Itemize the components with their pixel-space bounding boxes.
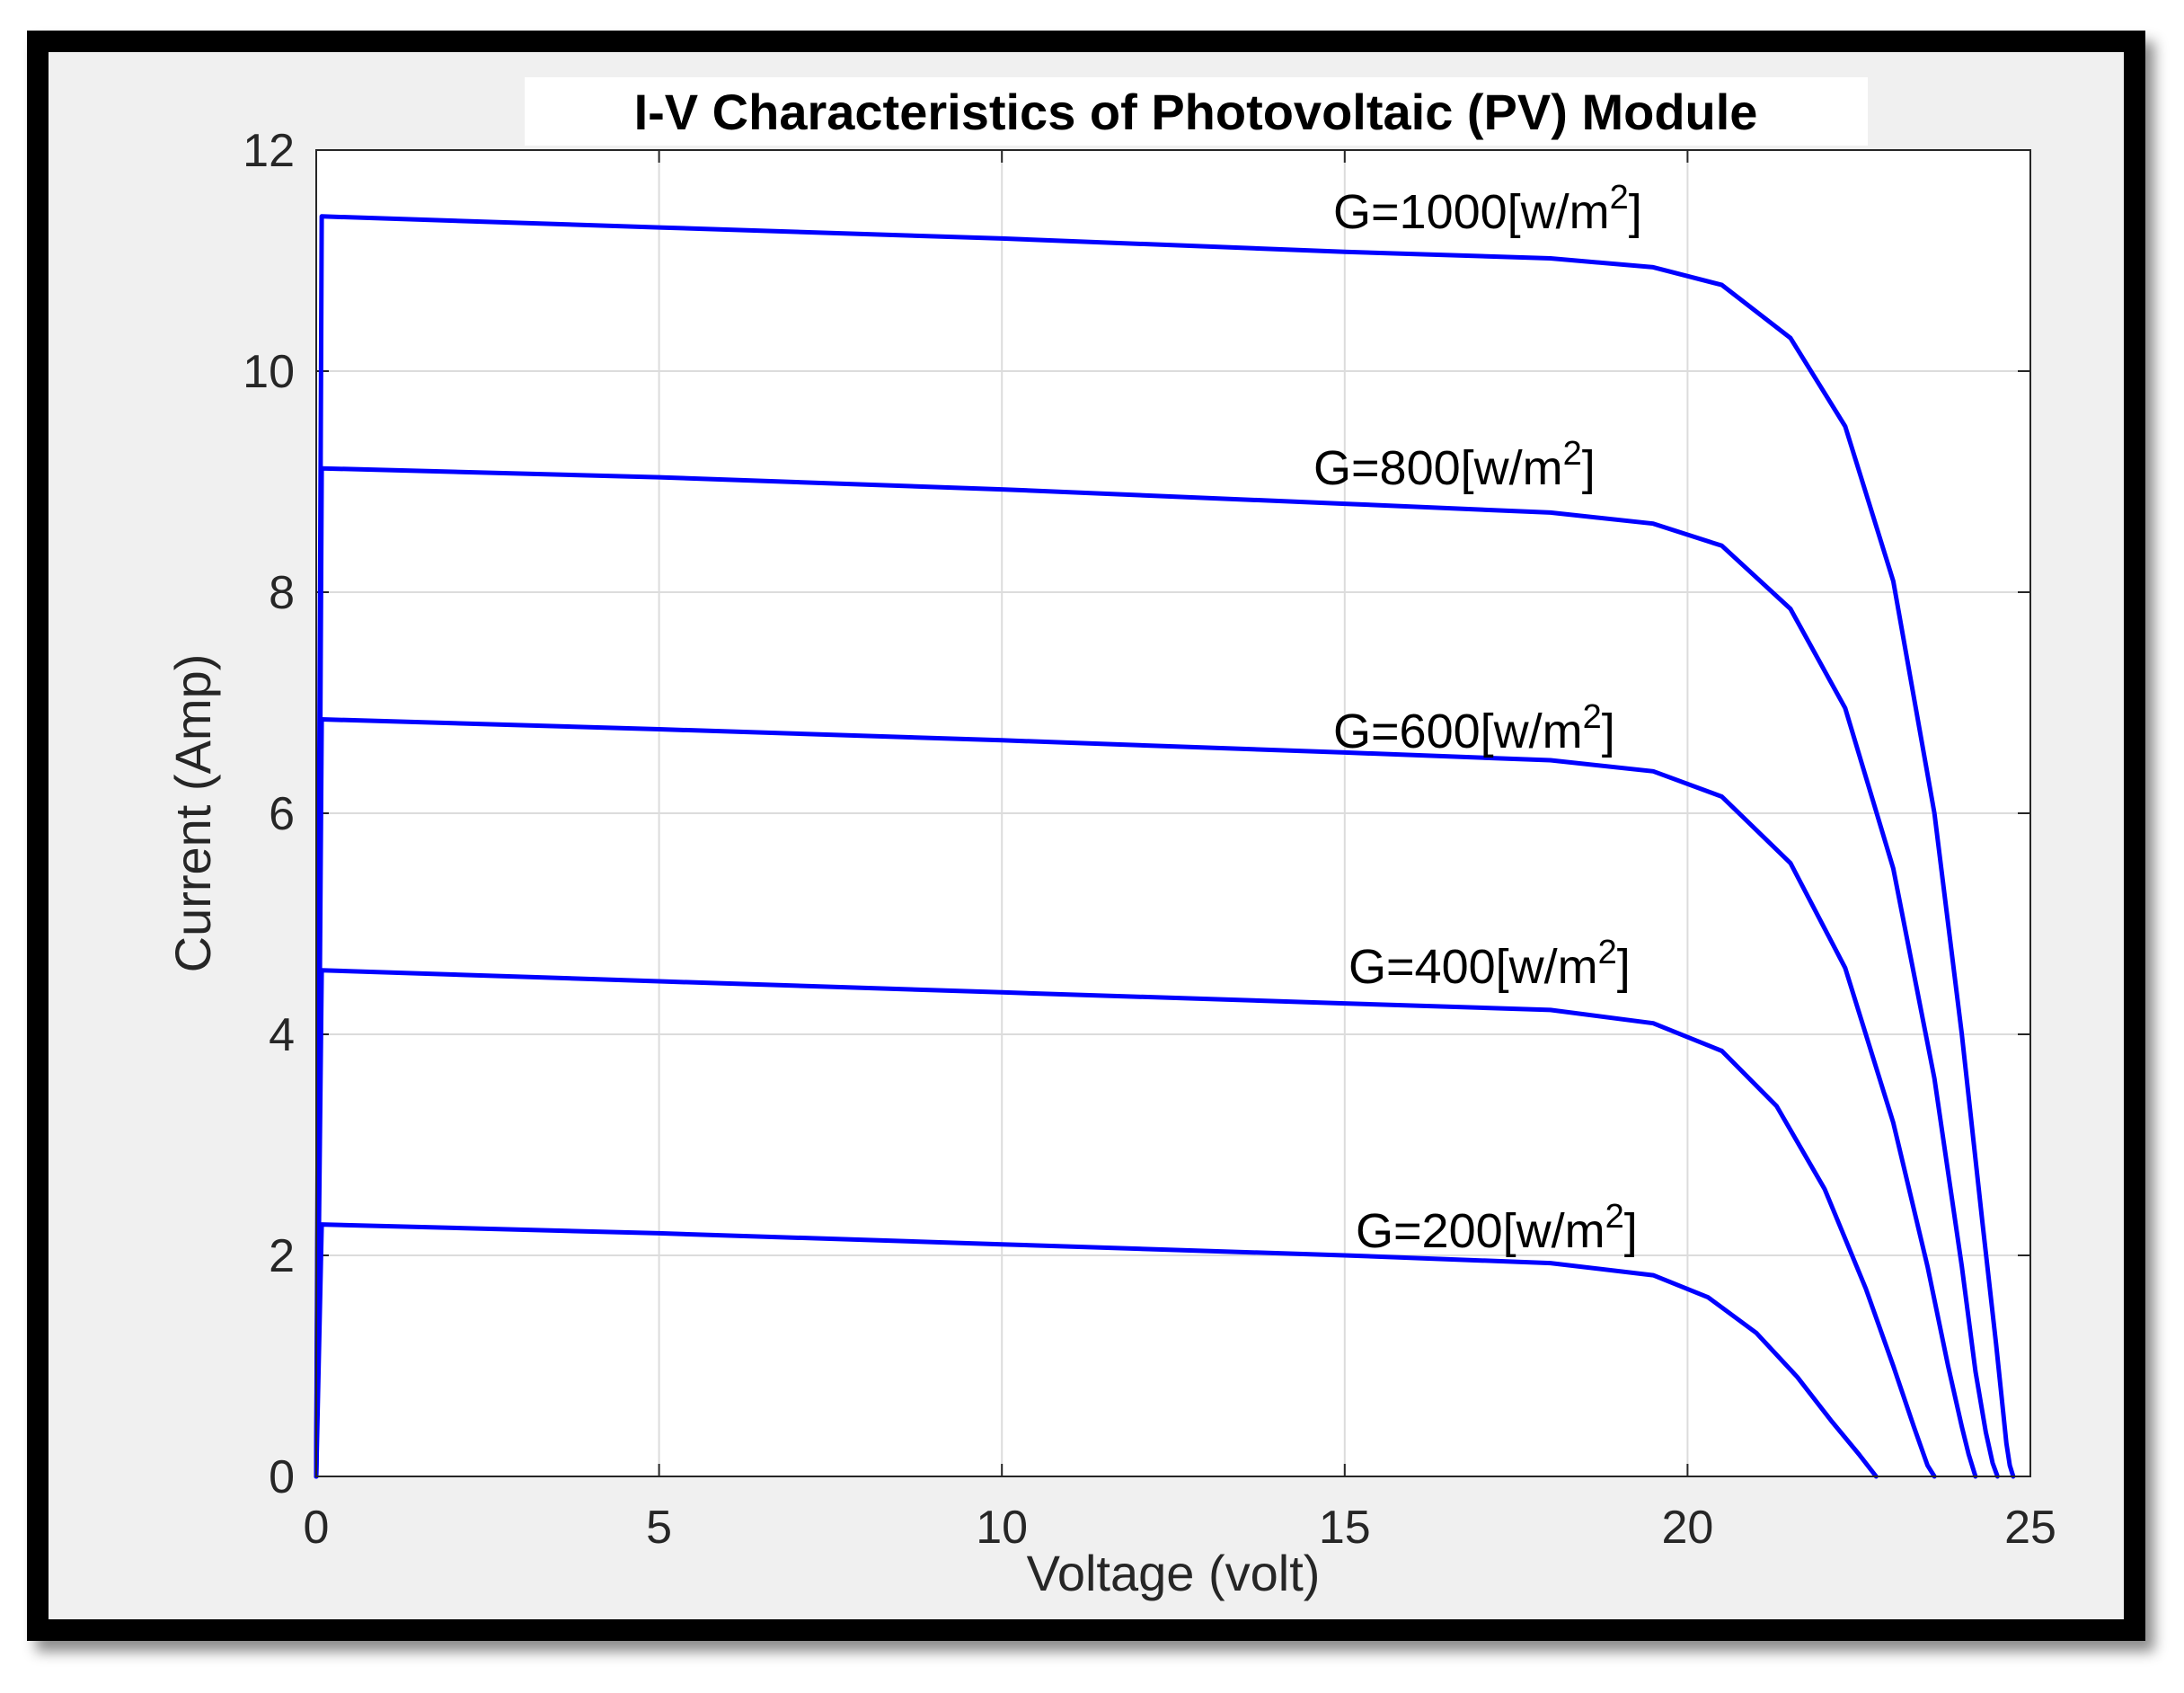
curve-label-text: G=600[w/m [1333, 705, 1583, 758]
curve-label-superscript: 2 [1598, 934, 1617, 971]
y-tick-label: 0 [269, 1451, 295, 1503]
curve-label-bracket: ] [1624, 1204, 1638, 1258]
chart-frame: I-V Characteristics of Photovoltaic (PV)… [27, 31, 2145, 1641]
curve-g-200 [314, 1222, 1879, 1479]
curve-label-superscript: 2 [1610, 179, 1629, 217]
y-tick-label: 8 [269, 567, 295, 619]
title-background [525, 77, 1868, 146]
x-tick-label: 0 [304, 1502, 330, 1554]
curve-label-text: G=800[w/m [1313, 441, 1563, 495]
curve-label: G=400[w/m2] [1348, 934, 1631, 994]
curve-g-800 [314, 465, 2000, 1479]
x-tick-label: 10 [976, 1502, 1028, 1554]
curve-label-text: G=1000[w/m [1333, 185, 1610, 239]
curve-label-bracket: ] [1582, 441, 1596, 495]
curves [314, 214, 2016, 1479]
x-axis-label: Voltage (volt) [1027, 1545, 1321, 1601]
y-tick-label: 12 [243, 125, 295, 177]
x-tick-label: 20 [1661, 1502, 1713, 1554]
curve-g-600 [314, 717, 1978, 1479]
y-tick-label: 4 [269, 1009, 295, 1061]
y-axis-label: Current (Amp) [164, 654, 221, 973]
y-tick-label: 6 [269, 788, 295, 840]
curve-g-1000 [314, 214, 2016, 1479]
y-tick-label: 10 [243, 346, 295, 398]
curve-label-superscript: 2 [1605, 1198, 1624, 1236]
x-tick-label: 25 [2004, 1502, 2056, 1554]
y-tick-labels: 0 2 4 6 8 10 12 [243, 125, 295, 1503]
iv-chart: I-V Characteristics of Photovoltaic (PV)… [49, 52, 2124, 1619]
curve-g-400 [314, 968, 1937, 1479]
curve-label-superscript: 2 [1563, 435, 1582, 473]
curve-label-text: G=200[w/m [1356, 1204, 1605, 1258]
chart-title: I-V Characteristics of Photovoltaic (PV)… [634, 84, 1758, 140]
grid-lines [316, 150, 2030, 1476]
x-tick-label: 15 [1319, 1502, 1371, 1554]
curve-label: G=600[w/m2] [1333, 698, 1615, 758]
y-tick-label: 2 [269, 1230, 295, 1282]
curve-label-bracket: ] [1602, 705, 1615, 758]
curve-label-bracket: ] [1629, 185, 1642, 239]
x-tick-label: 5 [646, 1502, 672, 1554]
curve-label-superscript: 2 [1583, 698, 1602, 736]
curve-label: G=800[w/m2] [1313, 435, 1596, 495]
x-tick-labels: 0 5 10 15 20 25 [304, 1502, 2056, 1554]
curve-label: G=1000[w/m2] [1333, 179, 1642, 239]
plot-border [315, 149, 2031, 1477]
curve-label-bracket: ] [1617, 940, 1631, 994]
curve-labels: G=1000[w/m2]G=800[w/m2]G=600[w/m2]G=400[… [1313, 179, 1642, 1258]
curve-label: G=200[w/m2] [1356, 1198, 1638, 1258]
curve-label-text: G=400[w/m [1348, 940, 1598, 994]
